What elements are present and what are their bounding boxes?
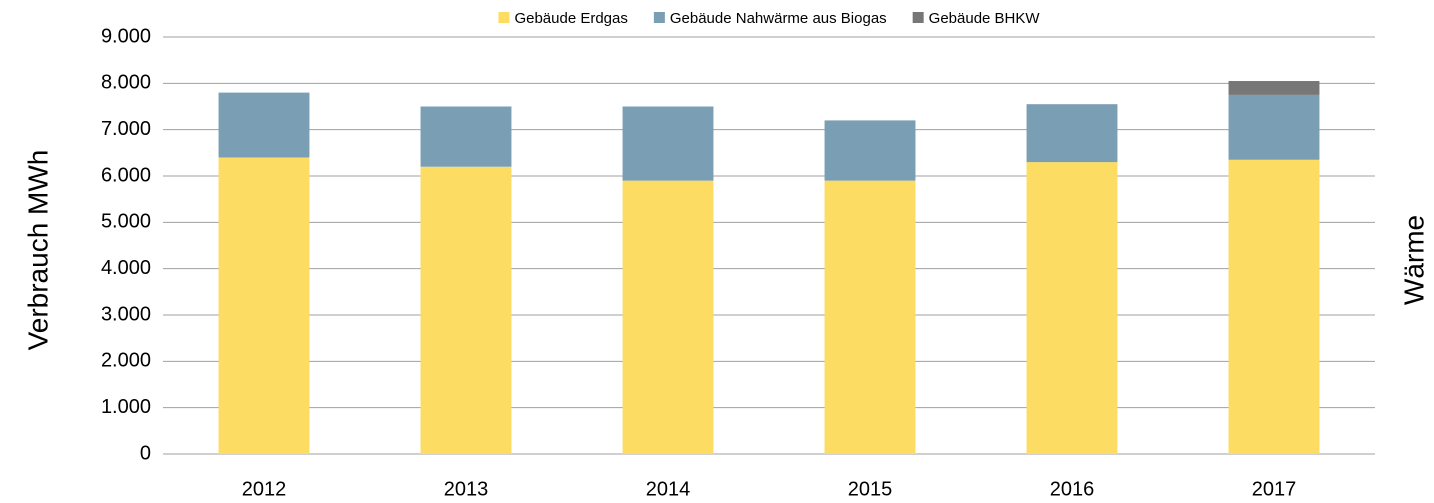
legend-label: Gebäude BHKW xyxy=(929,10,1041,27)
side-label: Wärme xyxy=(1398,215,1429,305)
bar-segment xyxy=(824,180,916,454)
x-tick-label: 2017 xyxy=(1252,478,1297,500)
y-tick-label: 8.000 xyxy=(101,72,151,94)
bar-segment xyxy=(1026,162,1118,454)
legend-swatch xyxy=(498,12,510,23)
x-tick-label: 2014 xyxy=(646,478,691,500)
y-tick-label: 1.000 xyxy=(101,396,151,418)
bar-segment xyxy=(218,157,310,454)
bar-segment xyxy=(824,120,916,181)
bar-segment xyxy=(1228,94,1320,160)
legend-swatch xyxy=(653,12,665,23)
y-tick-label: 3.000 xyxy=(101,303,151,325)
x-tick-label: 2013 xyxy=(444,478,489,500)
bar-segment xyxy=(622,180,714,454)
y-tick-label: 4.000 xyxy=(101,257,151,279)
bar-segment xyxy=(1228,159,1320,455)
bar-segment xyxy=(1228,81,1320,95)
legend-label: Gebäude Erdgas xyxy=(514,10,627,27)
x-tick-label: 2012 xyxy=(242,478,287,500)
legend-swatch xyxy=(912,12,924,23)
bar-segment xyxy=(1026,104,1118,163)
x-tick-label: 2016 xyxy=(1050,478,1095,500)
legend-label: Gebäude Nahwärme aus Biogas xyxy=(670,10,887,27)
bar-segment xyxy=(218,92,310,158)
bar-segment xyxy=(420,166,512,454)
y-tick-label: 7.000 xyxy=(101,118,151,140)
y-tick-label: 6.000 xyxy=(101,164,151,186)
y-tick-label: 5.000 xyxy=(101,211,151,233)
bar-segment xyxy=(622,106,714,181)
y-tick-label: 9.000 xyxy=(101,25,151,47)
x-tick-label: 2015 xyxy=(848,478,893,500)
bar-segment xyxy=(420,106,512,167)
y-tick-label: 0 xyxy=(140,442,151,464)
y-tick-label: 2.000 xyxy=(101,350,151,372)
y-axis-label: Verbrauch MWh xyxy=(22,150,53,351)
